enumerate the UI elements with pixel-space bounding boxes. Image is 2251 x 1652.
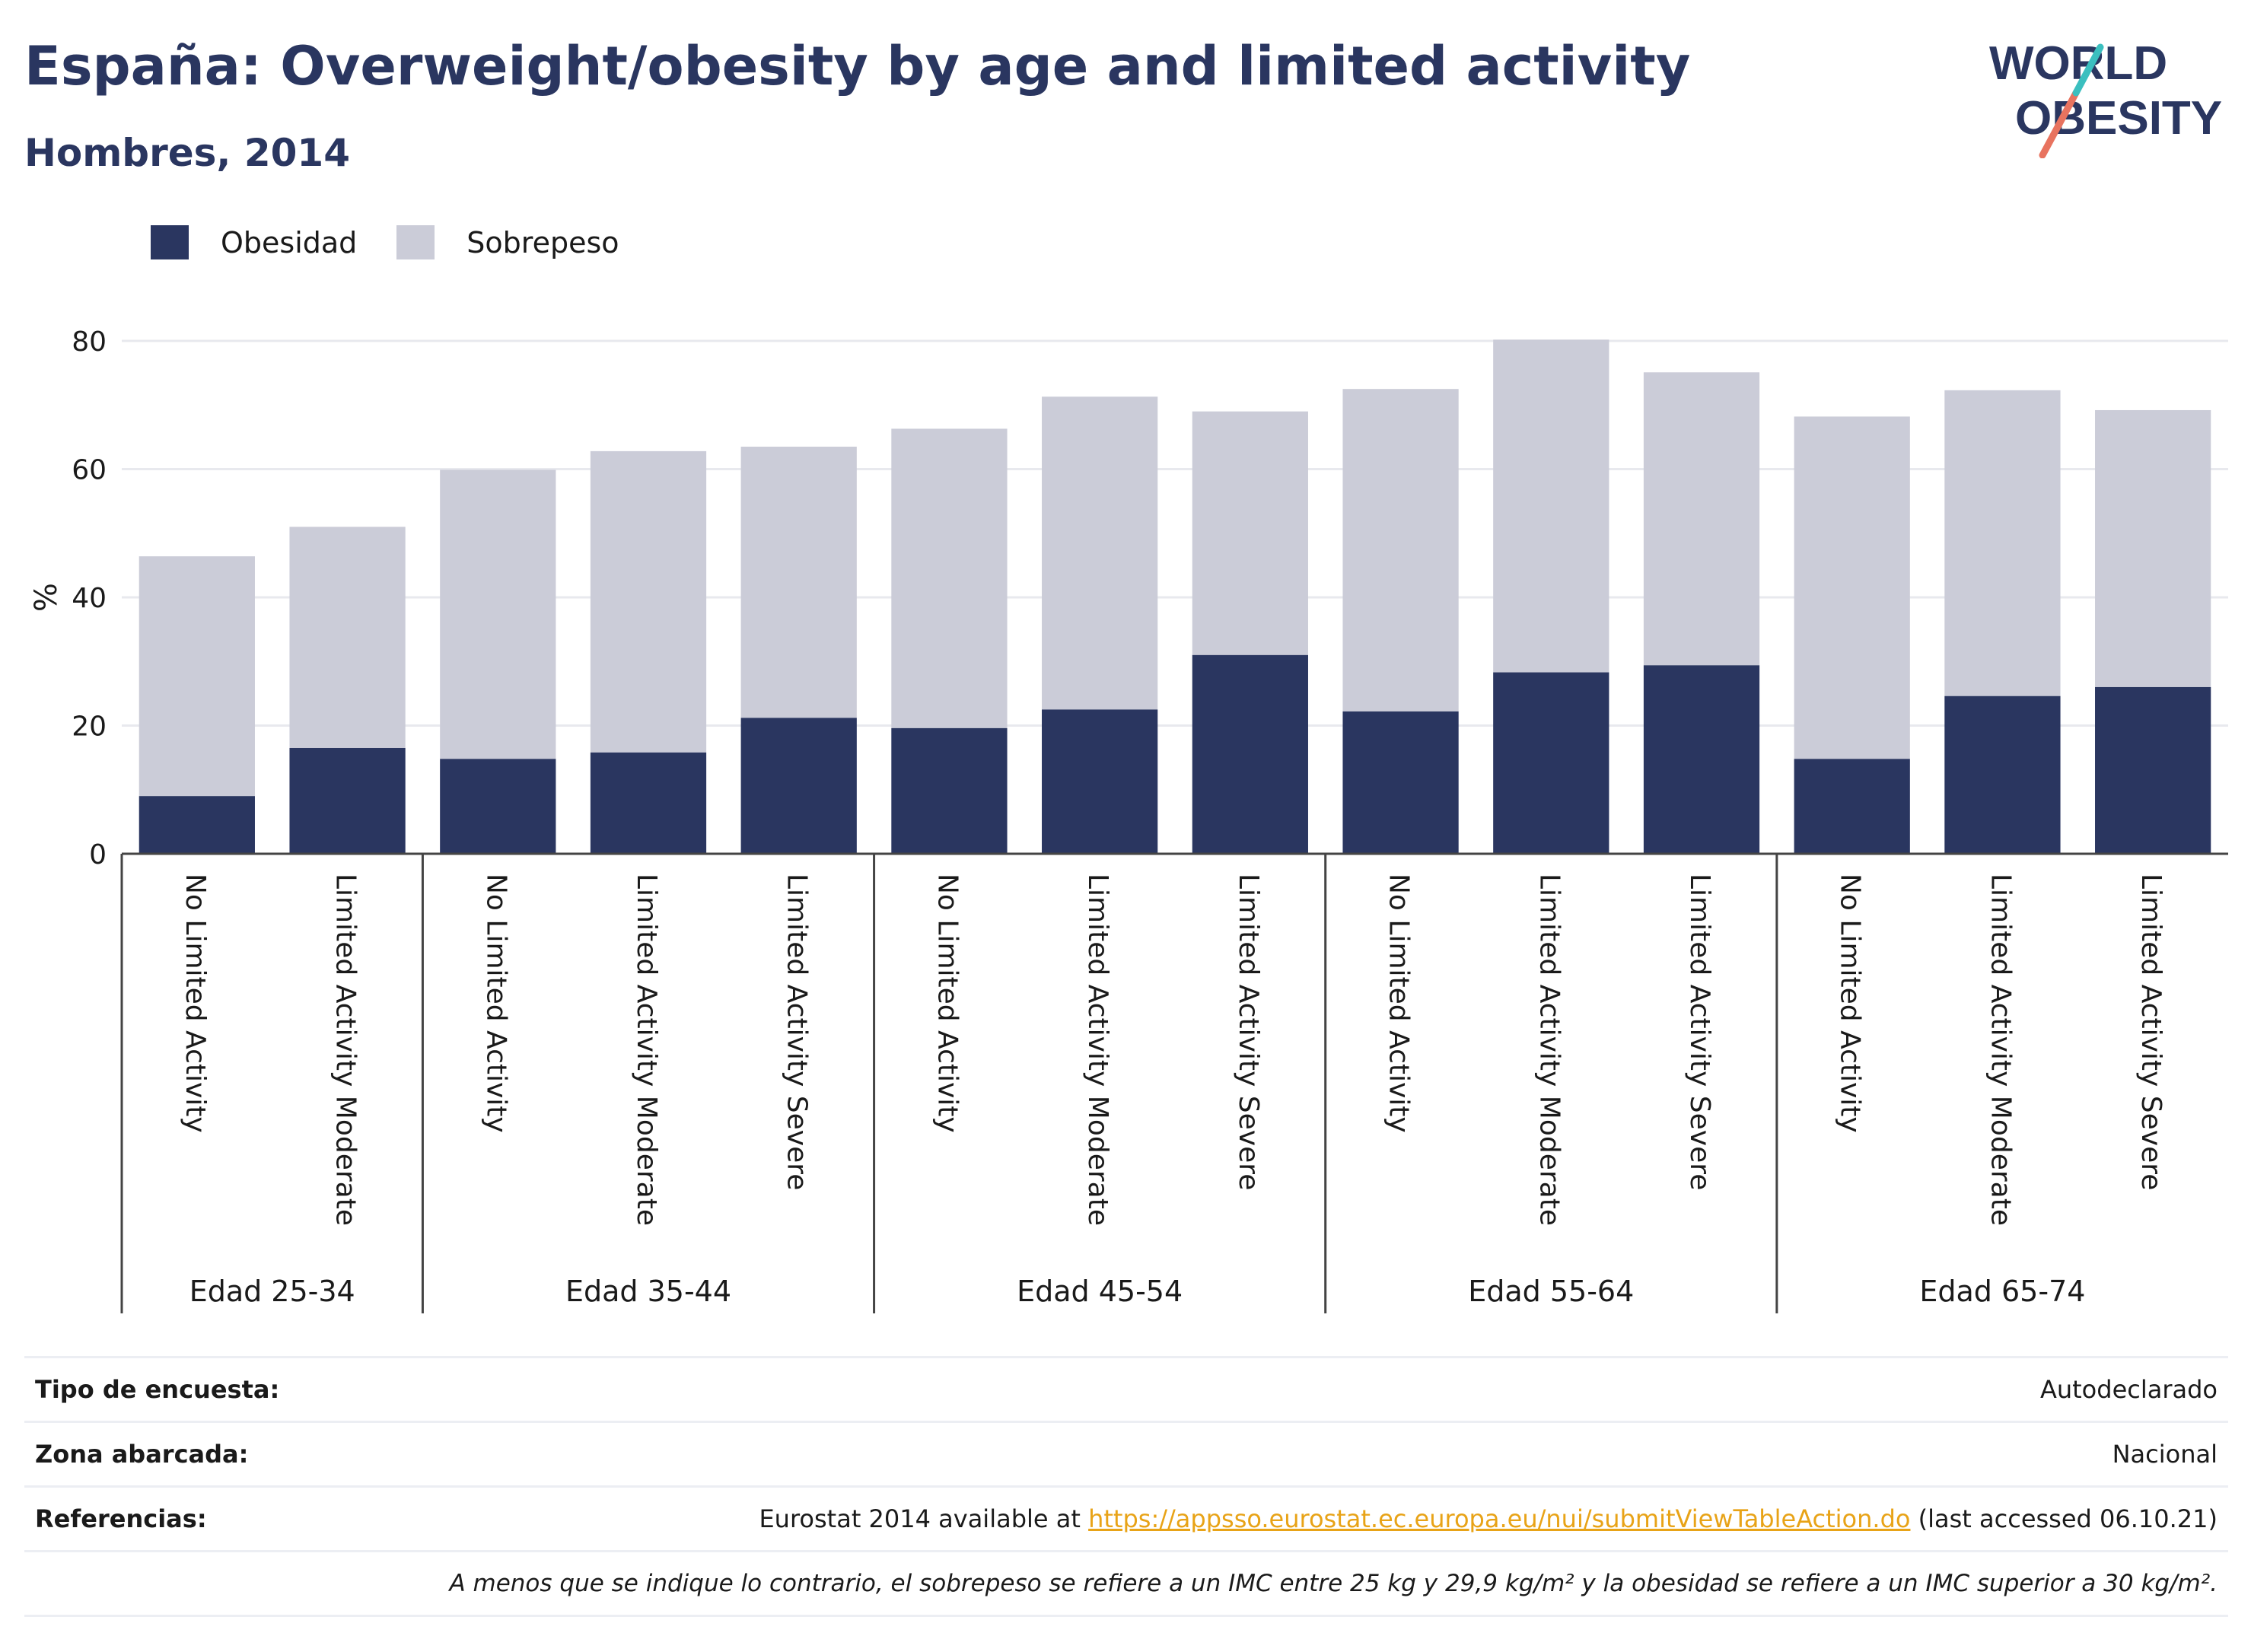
x-category-label: No Limited Activity [180, 874, 211, 1133]
meta-key-coverage: Zona abarcada: [35, 1440, 249, 1469]
legend-item-obesity[interactable]: Obesidad [151, 225, 357, 259]
reference-accessed: (last accessed 06.10.21) [1910, 1504, 2218, 1533]
bar-overweight [1643, 372, 1760, 666]
reference-link[interactable]: https://appsso.eurostat.ec.europa.eu/nui… [1088, 1504, 1911, 1533]
x-category-label: Limited Activity Moderate [1082, 874, 1113, 1226]
x-category-label: Limited Activity Severe [2135, 874, 2167, 1190]
bar-obesity [440, 759, 556, 854]
logo-line1: WORLD [1989, 37, 2167, 90]
bar-obesity [740, 718, 857, 854]
x-group-label: Edad 45-54 [1017, 1275, 1183, 1308]
page-subtitle: Hombres, 2014 [24, 131, 350, 175]
bar-obesity [138, 796, 255, 854]
bar-obesity [1493, 672, 1609, 854]
bar-overweight [138, 556, 255, 797]
y-tick-label: 0 [89, 839, 107, 871]
legend-label-obesity: Obesidad [221, 225, 358, 259]
bar-overweight [440, 469, 556, 759]
bar-overweight [2095, 409, 2211, 687]
x-group-label: Edad 25-34 [189, 1275, 355, 1308]
x-category-label: Limited Activity Severe [1684, 874, 1715, 1190]
bar-obesity [891, 727, 1008, 854]
y-tick-label: 60 [72, 455, 107, 486]
x-category-label: No Limited Activity [931, 874, 963, 1133]
page-title: España: Overweight/obesity by age and li… [24, 35, 1691, 97]
reference-text: Eurostat 2014 available at [759, 1504, 1089, 1533]
x-group-label: Edad 65-74 [1919, 1275, 2085, 1308]
bar-overweight [1342, 389, 1459, 711]
bar-overweight [289, 527, 406, 748]
bar-obesity [1192, 654, 1308, 854]
bar-obesity [1342, 711, 1459, 854]
bar-overweight [740, 447, 857, 718]
legend-label-overweight: Sobrepeso [466, 225, 619, 259]
meta-value-survey: Autodeclarado [2039, 1375, 2218, 1404]
meta-row-references: Referencias: Eurostat 2014 available at … [24, 1485, 2228, 1550]
bar-overweight [891, 428, 1008, 728]
meta-key-references: Referencias: [35, 1504, 207, 1533]
meta-key-survey: Tipo de encuesta: [35, 1375, 280, 1404]
y-tick-label: 40 [72, 583, 107, 614]
x-category-label: Limited Activity Moderate [330, 874, 361, 1226]
x-category-label: Limited Activity Severe [782, 874, 813, 1190]
meta-row-coverage: Zona abarcada: Nacional [24, 1421, 2228, 1485]
bar-obesity [2095, 686, 2211, 854]
stacked-bar-chart: 0 20 40 60 80% No Limited Activity Limited Act… [29, 326, 2228, 1313]
x-category-label: No Limited Activity [1835, 874, 1866, 1133]
definition-note: A menos que se indique lo contrario, el … [449, 1570, 2218, 1597]
x-category-label: Limited Activity Moderate [631, 874, 662, 1226]
x-category-label: Limited Activity Severe [1233, 874, 1264, 1190]
x-category-label: No Limited Activity [1383, 874, 1415, 1133]
world-obesity-logo: WORLD OBESITY [1989, 37, 2222, 158]
x-category-label: Limited Activity Moderate [1533, 874, 1565, 1226]
bar-obesity [1944, 695, 2061, 854]
x-group-label: Edad 55-64 [1468, 1275, 1634, 1308]
legend-item-overweight[interactable]: Sobrepeso [396, 225, 619, 259]
bar-overweight [1944, 390, 2061, 696]
bar-obesity [1042, 709, 1158, 854]
legend-swatch-obesity [151, 225, 189, 259]
chart-legend: Obesidad Sobrepeso [151, 225, 659, 259]
metadata-table: Tipo de encuesta: Autodeclarado Zona aba… [24, 1356, 2228, 1617]
meta-row-note: A menos que se indique lo contrario, el … [24, 1550, 2228, 1617]
logo-line2: OBESITY [2015, 92, 2222, 145]
meta-value-references: Eurostat 2014 available at https://appss… [759, 1504, 2228, 1533]
y-tick-label: 20 [72, 711, 107, 743]
y-tick-label: 80 [72, 326, 107, 358]
bar-obesity [590, 752, 707, 854]
bar-obesity [1794, 759, 1910, 854]
bar-obesity [1643, 665, 1760, 854]
meta-value-coverage: Nacional [2112, 1440, 2218, 1469]
legend-swatch-overweight [396, 225, 435, 259]
x-category-label: No Limited Activity [480, 874, 511, 1133]
bar-overweight [1192, 411, 1308, 655]
bar-overweight [1493, 339, 1609, 673]
bar-obesity [289, 747, 406, 854]
bar-overweight [590, 450, 707, 753]
meta-row-survey: Tipo de encuesta: Autodeclarado [24, 1356, 2228, 1421]
bar-overweight [1794, 416, 1910, 759]
x-category-label: Limited Activity Moderate [1985, 874, 2016, 1226]
bar-overweight [1042, 396, 1158, 710]
y-axis-label: % [29, 583, 64, 612]
x-group-label: Edad 35-44 [565, 1275, 731, 1308]
